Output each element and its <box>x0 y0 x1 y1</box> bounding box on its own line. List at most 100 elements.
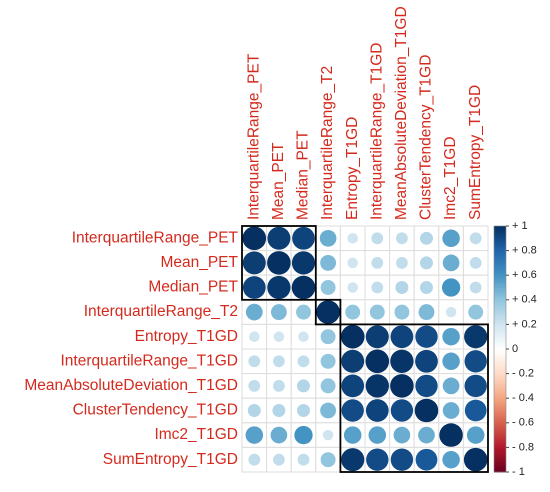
correlation-circle <box>297 379 310 393</box>
correlation-circle <box>294 425 313 445</box>
colorbar-segment <box>494 425 506 429</box>
correlation-circle <box>442 254 460 272</box>
colorbar-segment <box>494 400 506 404</box>
colorbar-segment <box>494 417 506 421</box>
correlation-circle <box>414 398 439 423</box>
colorbar-segment <box>494 437 506 441</box>
colorbar-segment <box>494 253 506 257</box>
colorbar-segment <box>494 282 506 286</box>
colorbar-segment <box>494 226 506 229</box>
correlation-circle <box>394 304 410 320</box>
correlation-circle <box>322 429 334 441</box>
correlation-circle <box>291 251 316 275</box>
correlation-circle <box>320 329 336 345</box>
colorbar-segment <box>494 228 506 232</box>
correlation-circle <box>439 423 463 447</box>
correlation-circle <box>247 404 261 417</box>
correlation-circle <box>292 226 315 250</box>
correlation-circle <box>297 355 310 368</box>
column-label: Mean_PET <box>270 142 287 220</box>
correlation-circle <box>340 324 365 349</box>
colorbar-segment <box>494 326 506 330</box>
correlation-circle <box>390 399 414 422</box>
colorbar-segment <box>494 265 506 269</box>
colorbar-segment <box>494 427 506 431</box>
correlation-circle <box>272 404 286 417</box>
colorbar-segment <box>494 380 506 384</box>
cell <box>413 225 440 252</box>
correlation-circle <box>415 325 438 348</box>
correlation-circle <box>415 349 438 373</box>
colorbar-tick-label: - 0.2 <box>512 368 534 380</box>
colorbar-segment <box>494 469 506 473</box>
correlation-circle <box>248 453 261 466</box>
row-label: ClusterTendency_T1GD <box>73 402 238 419</box>
colorbar-segment <box>494 233 506 237</box>
correlation-circle <box>371 232 384 245</box>
cell <box>462 274 489 301</box>
colorbar-segment <box>494 349 506 352</box>
correlation-circle <box>442 450 460 469</box>
correlation-circle <box>267 275 291 300</box>
colorbar-tick-label: 0 <box>512 343 518 355</box>
correlation-circle <box>320 353 336 369</box>
colorbar-segment <box>494 440 506 443</box>
colorbar-segment <box>494 240 506 244</box>
colorbar-segment <box>494 385 506 389</box>
colorbar-segment <box>494 304 506 308</box>
column-label: Entropy_T1GD <box>344 117 361 220</box>
correlation-circle <box>320 402 337 419</box>
correlation-circle <box>273 453 285 466</box>
colorbar-segment <box>494 267 506 271</box>
row-label: Mean_PET <box>160 254 238 271</box>
colorbar-segment <box>494 435 506 439</box>
colorbar-segment <box>494 324 506 328</box>
colorbar-segment <box>494 277 506 281</box>
colorbar-segment <box>494 462 506 466</box>
column-label: InterquartileRange_T1GD <box>368 43 385 221</box>
colorbar-segment <box>494 378 506 382</box>
correlation-circle <box>347 282 358 293</box>
colorbar-segment <box>494 307 506 311</box>
colorbar-segment <box>494 292 506 296</box>
correlation-circle <box>343 426 362 444</box>
correlation-circle <box>297 404 310 417</box>
correlation-circle <box>273 355 285 368</box>
cluster-box <box>339 323 489 473</box>
colorbar-tick-label: + 0.4 <box>512 294 537 306</box>
cell <box>315 250 341 276</box>
colorbar-segment <box>494 339 506 343</box>
colorbar-segment <box>494 312 506 316</box>
correlation-circle <box>371 281 384 294</box>
correlation-circle <box>464 350 487 373</box>
colorbar-segment <box>494 331 506 335</box>
correlation-circle <box>464 374 487 398</box>
colorbar-segment <box>494 422 506 426</box>
row-label: InterquartileRange_T2 <box>84 303 238 320</box>
correlation-circle <box>341 349 365 373</box>
colorbar-tick-label: + 0.2 <box>512 318 537 330</box>
correlation-circle <box>320 254 337 271</box>
correlation-circle <box>341 399 364 422</box>
colorbar-tick-label: + 0.6 <box>512 269 537 281</box>
colorbar-segment <box>494 285 506 288</box>
correlation-circle <box>420 256 433 270</box>
colorbar-segment <box>494 432 506 436</box>
row-label: InterquartileRange_PET <box>72 229 239 246</box>
colorbar-segment <box>494 230 506 234</box>
colorbar-segment <box>494 302 506 306</box>
correlation-circle <box>420 231 433 245</box>
colorbar-segment <box>494 287 506 291</box>
correlation-circle <box>298 331 309 342</box>
colorbar-segment <box>494 353 506 357</box>
correlation-circle <box>441 278 461 297</box>
colorbar-segment <box>494 334 506 338</box>
correlation-circle <box>442 229 460 248</box>
colorbar-segment <box>494 329 506 333</box>
correlation-circle <box>469 232 482 245</box>
colorbar-segment <box>494 444 506 448</box>
correlation-circle <box>390 349 414 373</box>
correlation-circle <box>466 426 485 444</box>
colorbar-segment <box>494 390 506 394</box>
